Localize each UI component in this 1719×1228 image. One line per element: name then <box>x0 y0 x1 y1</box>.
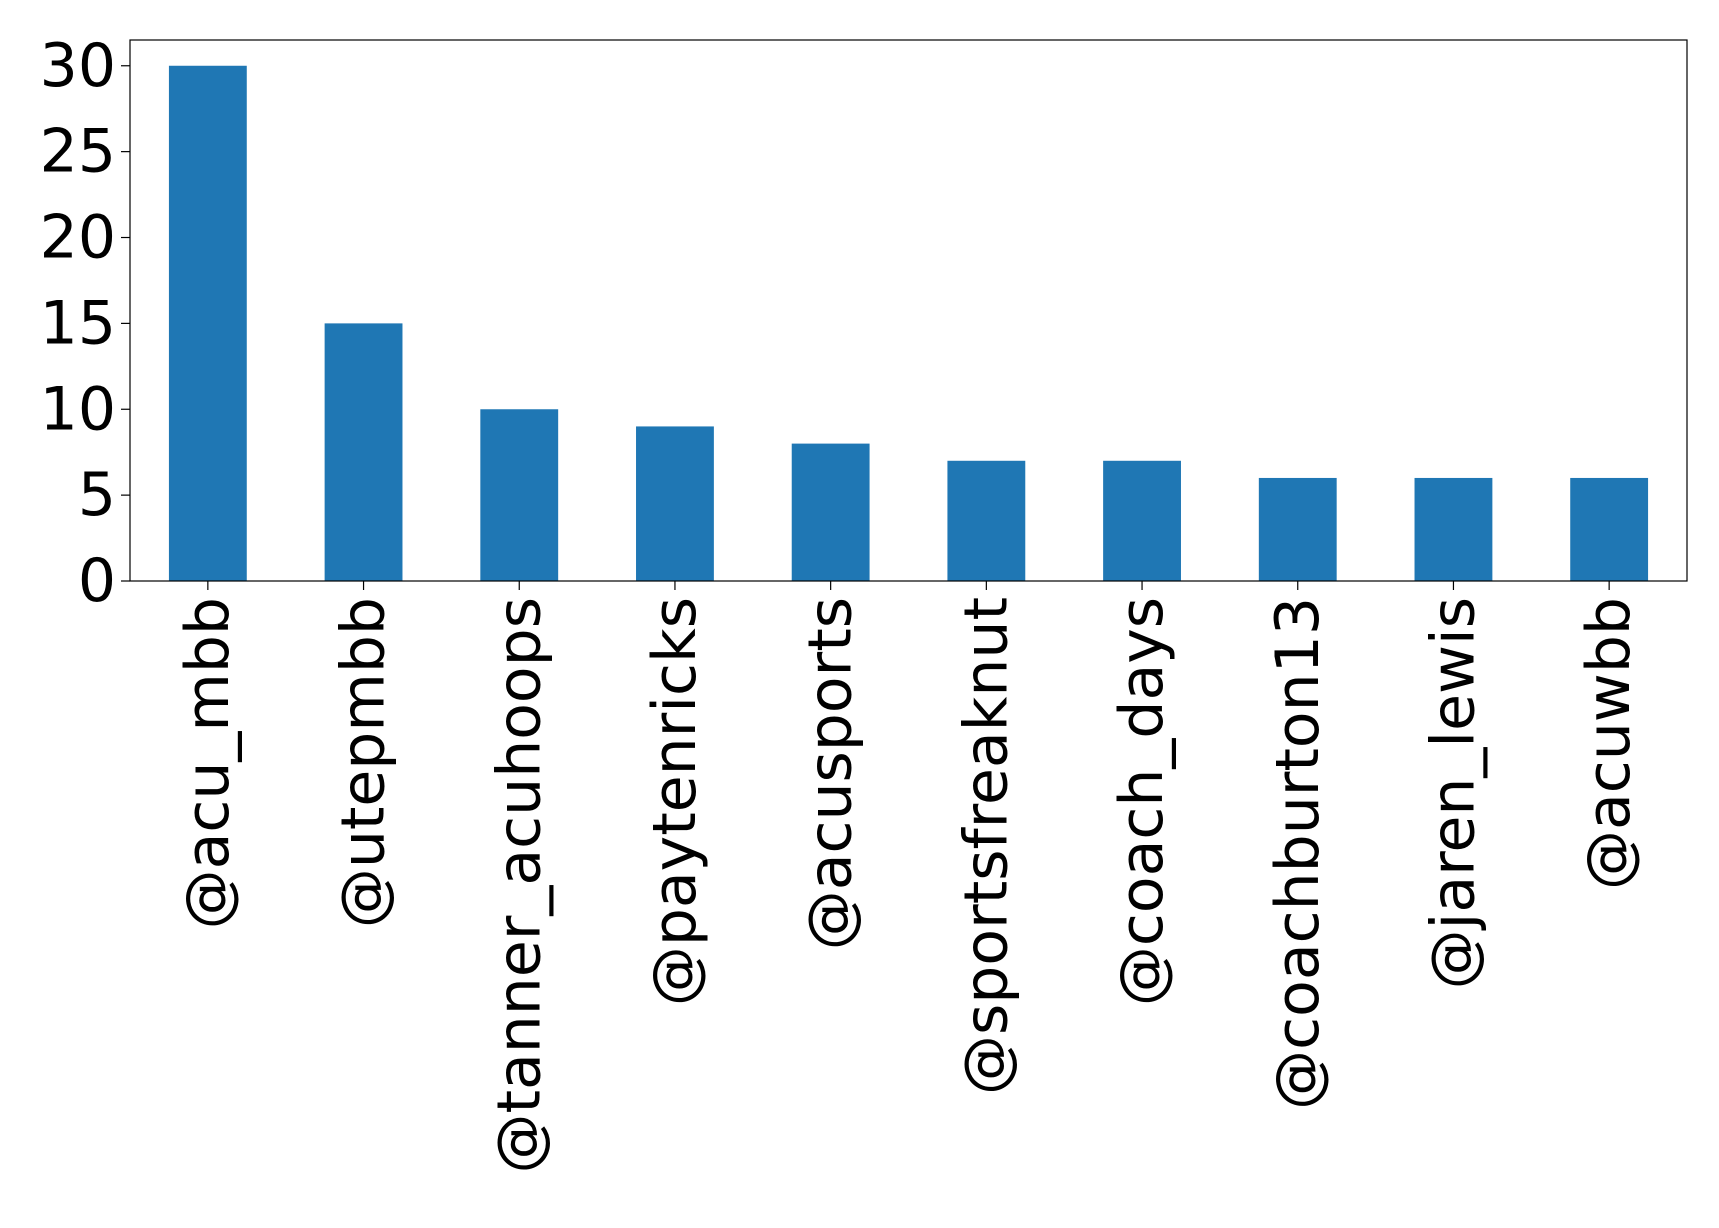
x-tick-label: @acu_mbb <box>173 597 243 929</box>
y-tick-label: 25 <box>40 117 116 187</box>
x-tick-label: @coachburton13 <box>1263 597 1333 1110</box>
bar-paytenricks <box>636 426 714 581</box>
y-tick-label: 30 <box>40 31 116 101</box>
x-axis: @acu_mbb @utepmbb @tanner_acuhoops @paytenr… <box>173 581 1644 1174</box>
bar-acusports <box>791 443 870 581</box>
x-tick-label: @sportsfreaknut <box>951 597 1021 1095</box>
x-tick-label: @coach_days <box>1107 597 1177 1006</box>
x-tick-label: @paytenricks <box>640 597 710 1006</box>
y-tick-label: 20 <box>40 203 116 273</box>
y-tick-label: 10 <box>40 374 116 444</box>
bar-jaren-lewis <box>1414 477 1493 581</box>
bar-acu-mbb <box>168 65 247 581</box>
x-tick-label: @acuwbb <box>1574 597 1644 890</box>
y-tick-label: 0 <box>78 546 116 616</box>
bar-acuwbb <box>1570 477 1649 581</box>
x-tick-label: @tanner_acuhoops <box>484 597 554 1174</box>
bar-tanner-acuhoops <box>480 409 559 581</box>
bar-sportsfreaknut <box>947 460 1026 581</box>
bar-coach-days <box>1103 460 1181 581</box>
bars-layer <box>168 65 1649 581</box>
y-tick-label: 5 <box>78 460 116 530</box>
bar-coachburton13 <box>1258 477 1337 581</box>
y-axis: 0 5 10 15 20 25 30 <box>40 31 130 616</box>
bar-utepmbb <box>324 323 403 581</box>
x-tick-label: @acusports <box>796 597 866 950</box>
plot-frame <box>129 39 1688 582</box>
x-tick-label: @utepmbb <box>329 597 399 928</box>
x-tick-label: @jaren_lewis <box>1418 597 1488 989</box>
y-tick-label: 15 <box>40 288 116 358</box>
